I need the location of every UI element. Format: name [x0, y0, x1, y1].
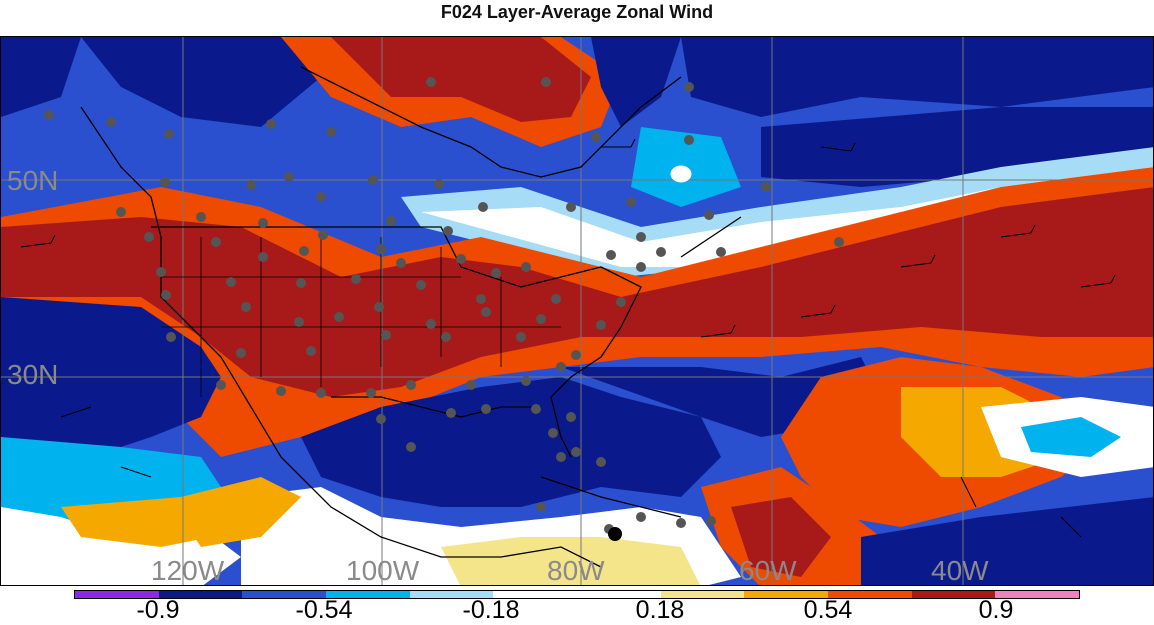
colorbar-segment: [326, 591, 410, 598]
station-markers: [44, 77, 844, 534]
pos-region-south-atlantic-core: [731, 497, 831, 577]
colorbar-segment: [911, 591, 996, 598]
neg-region-southeast: [861, 497, 1153, 585]
graticule: [1, 37, 1153, 585]
lon-label-120w: 120W: [151, 555, 225, 586]
colorbar-segment: [577, 591, 661, 598]
state-borders: [161, 237, 561, 397]
colorbar-label: 0.9: [978, 596, 1014, 624]
lon-label-60w: 60W: [739, 555, 797, 586]
neg-region-labrador: [761, 107, 1153, 187]
neg-region-top-left: [1, 37, 81, 117]
neg-region-canada-west: [81, 37, 331, 127]
lon-label-100w: 100W: [346, 555, 420, 586]
colorbar-segment: [660, 591, 745, 598]
neg-region-hudson: [591, 37, 681, 127]
colorbar-label: -0.9: [136, 596, 180, 624]
colorbar: [74, 590, 1080, 599]
lat-label-50n: 50N: [7, 165, 59, 196]
neg-region-north-atlantic: [681, 37, 1153, 117]
highlight-marker: [608, 527, 622, 541]
jet-south-core: [1, 187, 1153, 397]
neg-region-gulf: [301, 377, 721, 507]
jet-north-core: [331, 37, 591, 122]
eye-marker: [670, 165, 692, 183]
map-title: F024 Layer-Average Zonal Wind: [440, 2, 714, 22]
wind-barbs: [20, 138, 1116, 538]
colorbar-segment: [75, 591, 159, 598]
colorbar-segment: [995, 591, 1080, 598]
coastlines: [80, 66, 742, 568]
pos-region-mexico: [181, 477, 301, 547]
colorbar-segment: [409, 591, 494, 598]
colorbar-segment: [744, 591, 829, 598]
colorbar-segment: [493, 591, 578, 598]
colorbar-label: 0.18: [635, 596, 685, 624]
lat-label-30n: 30N: [7, 359, 59, 390]
zonal-wind-map: 50N 30N 120W 100W 80W 60W 40W: [0, 36, 1154, 586]
colorbar-label: -0.18: [462, 596, 520, 624]
neg-region-east-small: [1021, 417, 1121, 457]
colorbar-label: -0.54: [295, 596, 353, 624]
map-canvas: [1, 37, 1153, 585]
colorbar-segment: [242, 591, 327, 598]
zero-band-north: [421, 167, 1153, 267]
colorbar-segment: [158, 591, 243, 598]
colorbar-segment: [828, 591, 912, 598]
pos-region-weak-south: [441, 537, 700, 585]
lon-label-80w: 80W: [547, 555, 605, 586]
lon-label-40w: 40W: [931, 555, 989, 586]
zero-band-pacific: [1, 507, 241, 585]
colorbar-label: 0.54: [803, 596, 853, 624]
